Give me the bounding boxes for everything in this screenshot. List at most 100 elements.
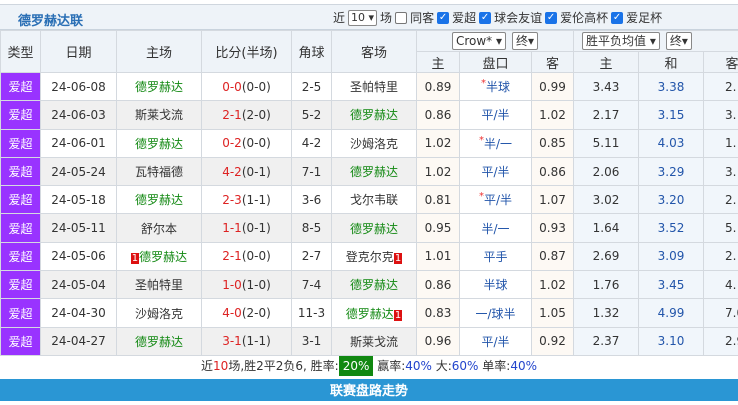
count-suffix: 场 [380, 9, 392, 26]
table-row: 爱超 24-05-24 瓦特福德 4-2(0-1) 7-1 德罗赫达 1.02 … [1, 157, 738, 185]
ah-line-cell[interactable]: 平/半 [460, 157, 532, 185]
eu-away-odds: 5. [704, 214, 738, 242]
away-cell[interactable]: 德罗赫达 [332, 214, 417, 242]
type-cell[interactable]: 爱超 [1, 129, 41, 157]
ah-line-cell[interactable]: 一/球半 [460, 299, 532, 327]
score-cell[interactable]: 4-0(2-0) [202, 299, 292, 327]
date-cell: 24-05-04 [41, 271, 117, 299]
ah-line-cell[interactable]: 平/半 [460, 327, 532, 355]
league-checkbox-0[interactable]: ✓ [437, 12, 449, 24]
ah-home-odds: 1.02 [417, 129, 460, 157]
league-checkbox-1[interactable]: ✓ [479, 12, 491, 24]
league-checkbox-2[interactable]: ✓ [545, 12, 557, 24]
ah-line-cell[interactable]: *半球 [460, 73, 532, 101]
home-cell[interactable]: 德罗赫达 [117, 129, 202, 157]
league-trend-banner[interactable]: 联赛盘路走势 [0, 379, 738, 401]
away-cell[interactable]: 德罗赫达 [332, 271, 417, 299]
home-cell[interactable]: 斯莱戈流 [117, 101, 202, 129]
eu-draw-odds: 3.45 [639, 271, 704, 299]
phase-select-2[interactable]: 终▾ [666, 32, 692, 50]
home-cell[interactable]: 沙姆洛克 [117, 299, 202, 327]
home-cell[interactable]: 德罗赫达 [117, 186, 202, 214]
away-cell[interactable]: 德罗赫达 [332, 101, 417, 129]
half-score: (2-0) [242, 306, 271, 320]
score-cell[interactable]: 2-1(0-0) [202, 242, 292, 270]
ah-line-cell[interactable]: *平/半 [460, 186, 532, 214]
type-cell[interactable]: 爱超 [1, 271, 41, 299]
away-cell[interactable]: 圣帕特里 [332, 73, 417, 101]
ah-line: 平手 [483, 250, 507, 264]
score-cell[interactable]: 3-1(1-1) [202, 327, 292, 355]
ah-line-cell[interactable]: 半球 [460, 271, 532, 299]
odd-rate: 40% [510, 359, 537, 373]
same-away-checkbox[interactable] [395, 12, 407, 24]
table-row: 爱超 24-06-03 斯莱戈流 2-1(2-0) 5-2 德罗赫达 0.86 … [1, 101, 738, 129]
away-cell[interactable]: 德罗赫达1 [332, 299, 417, 327]
eu-home-odds: 5.11 [574, 129, 639, 157]
home-team: 德罗赫达 [135, 335, 183, 349]
eu-draw-odds: 3.10 [639, 327, 704, 355]
away-cell[interactable]: 斯莱戈流 [332, 327, 417, 355]
col-home: 主场 [117, 31, 202, 73]
eu-draw-odds: 3.20 [639, 186, 704, 214]
ah-line-cell[interactable]: 半/一 [460, 214, 532, 242]
ah-line-cell[interactable]: 平/半 [460, 101, 532, 129]
type-cell[interactable]: 爱超 [1, 327, 41, 355]
away-cell[interactable]: 戈尔韦联 [332, 186, 417, 214]
odds-type-value: 胜平负均值 [586, 34, 646, 48]
away-team: 德罗赫达 [350, 278, 398, 292]
away-cell[interactable]: 登克尔克1 [332, 242, 417, 270]
score-cell[interactable]: 1-0(1-0) [202, 271, 292, 299]
same-away-label: 同客 [410, 9, 434, 26]
date-cell: 24-05-06 [41, 242, 117, 270]
ah-line-cell[interactable]: *半/一 [460, 129, 532, 157]
type-cell[interactable]: 爱超 [1, 299, 41, 327]
match-count-select[interactable]: 10 ▾ [348, 10, 377, 26]
score-cell[interactable]: 2-3(1-1) [202, 186, 292, 214]
date-cell: 24-04-30 [41, 299, 117, 327]
eu-draw-odds: 3.52 [639, 214, 704, 242]
phase-select-1[interactable]: 终▾ [512, 32, 538, 50]
type-cell[interactable]: 爱超 [1, 242, 41, 270]
away-cell[interactable]: 德罗赫达 [332, 157, 417, 185]
ah-home-odds: 0.96 [417, 327, 460, 355]
home-cell[interactable]: 1德罗赫达 [117, 242, 202, 270]
home-cell[interactable]: 舒尔本 [117, 214, 202, 242]
eu-home-odds: 2.17 [574, 101, 639, 129]
league-checkbox-3[interactable]: ✓ [611, 12, 623, 24]
type-cell[interactable]: 爱超 [1, 157, 41, 185]
home-cell[interactable]: 德罗赫达 [117, 327, 202, 355]
ah-away-odds: 1.02 [532, 271, 574, 299]
home-cell[interactable]: 德罗赫达 [117, 73, 202, 101]
odds-type-select[interactable]: 胜平负均值 ▾ [582, 32, 660, 50]
ah-away-odds: 1.02 [532, 101, 574, 129]
ah-home-odds: 1.02 [417, 157, 460, 185]
score-cell[interactable]: 1-1(0-1) [202, 214, 292, 242]
red-card-badge: 1 [394, 253, 402, 264]
type-cell[interactable]: 爱超 [1, 73, 41, 101]
eu-home-odds: 3.02 [574, 186, 639, 214]
ah-away-odds: 0.93 [532, 214, 574, 242]
home-team: 斯莱戈流 [135, 108, 183, 122]
col-score: 比分(半场) [202, 31, 292, 73]
ah-line-cell[interactable]: 平手 [460, 242, 532, 270]
score-cell[interactable]: 2-1(2-0) [202, 101, 292, 129]
score-cell[interactable]: 0-0(0-0) [202, 73, 292, 101]
type-cell[interactable]: 爱超 [1, 214, 41, 242]
ah-away-odds: 0.99 [532, 73, 574, 101]
home-cell[interactable]: 圣帕特里 [117, 271, 202, 299]
phase-value: 终 [670, 34, 682, 48]
league-label: 球会友谊 [494, 9, 542, 26]
type-cell[interactable]: 爱超 [1, 101, 41, 129]
home-cell[interactable]: 瓦特福德 [117, 157, 202, 185]
score-cell[interactable]: 4-2(0-1) [202, 157, 292, 185]
away-cell[interactable]: 沙姆洛克 [332, 129, 417, 157]
ah-line: 半/一 [481, 222, 509, 236]
col-date: 日期 [41, 31, 117, 73]
score: 4-2 [222, 165, 242, 179]
ah-away-odds: 1.05 [532, 299, 574, 327]
ah-home-odds: 0.89 [417, 73, 460, 101]
type-cell[interactable]: 爱超 [1, 186, 41, 214]
company-select[interactable]: Crow* ▾ [452, 32, 506, 50]
score-cell[interactable]: 0-2(0-0) [202, 129, 292, 157]
